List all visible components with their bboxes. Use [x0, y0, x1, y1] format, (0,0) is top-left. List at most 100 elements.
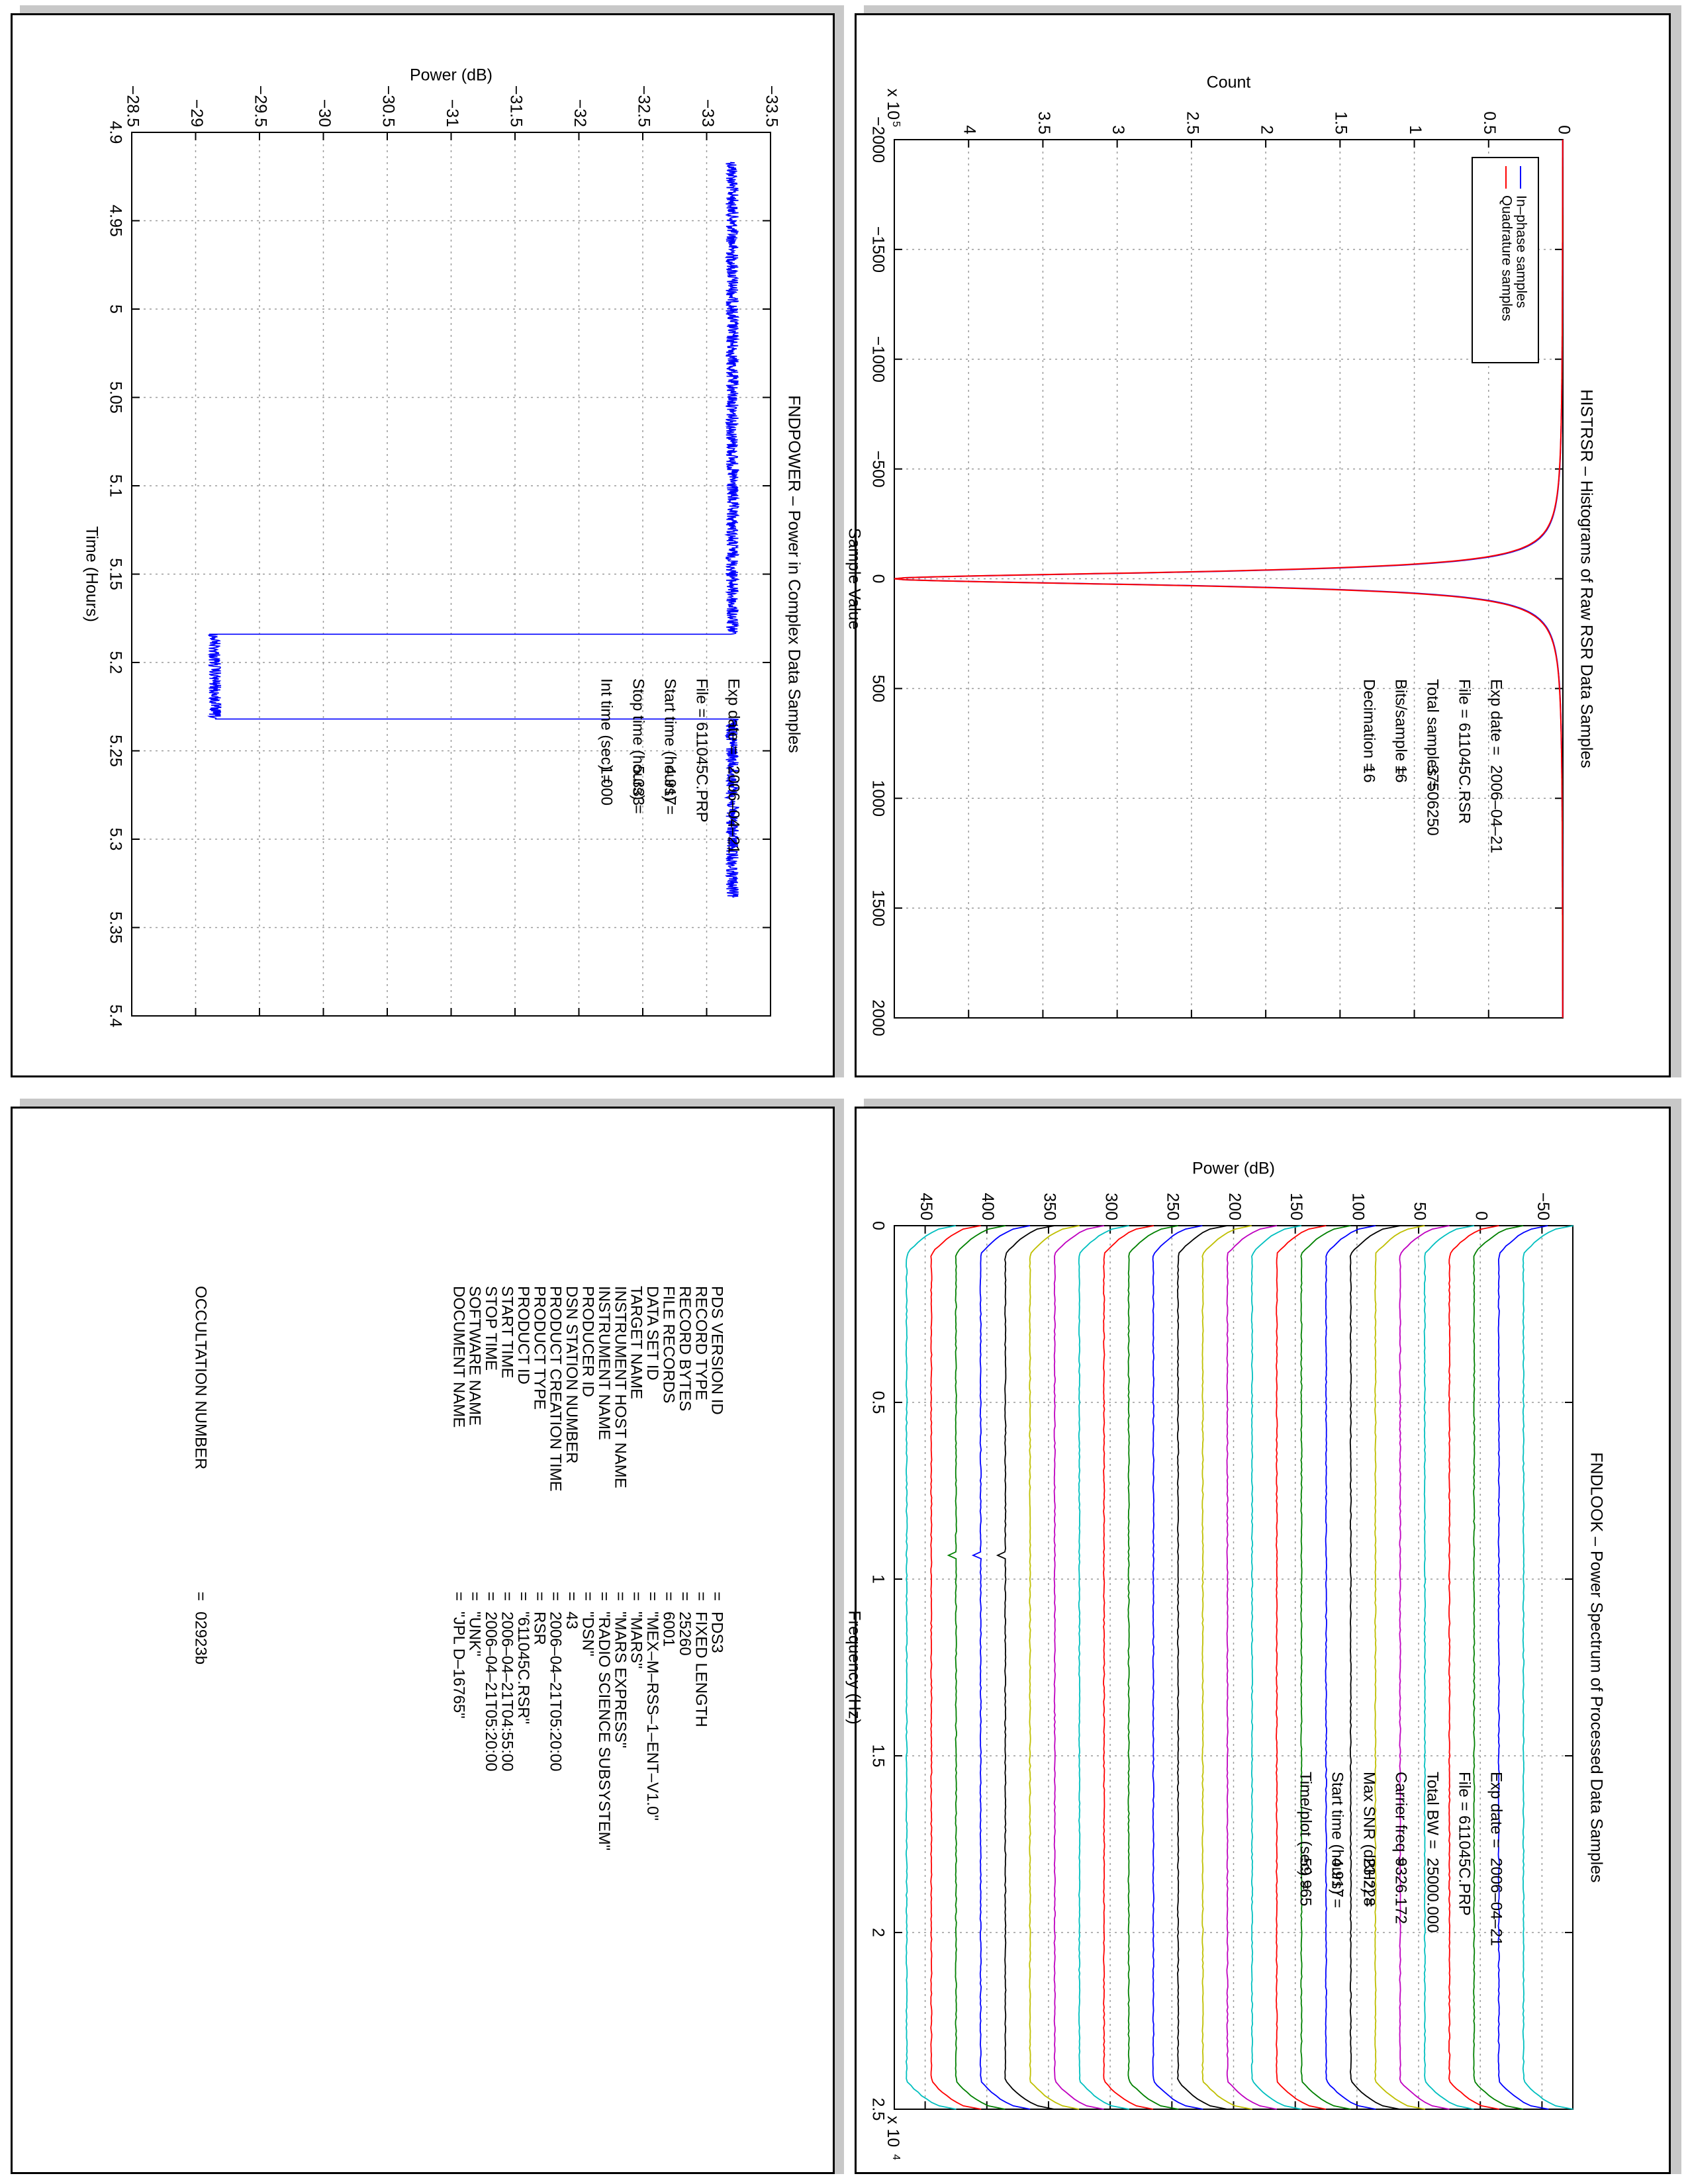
pds-equals: =	[676, 1592, 694, 1601]
y-tick-label: −33	[698, 99, 717, 127]
y-tick-label: 450	[917, 1193, 935, 1220]
histrsr-plot-area: −2000 −1500 −1000 −500 0 500 1000 1500 2000 0 0.5 1…	[868, 111, 1573, 1036]
pds-value: "MARS"	[628, 1612, 645, 1668]
fndlook-plot-area: 0 0.5 1 1.5 2 2.5 −50 0 50 100 150 200 250 300 350 400 4…	[868, 1193, 1573, 2120]
x-tick-label: 4.9	[106, 121, 124, 144]
y-multiplier: x 10	[884, 89, 902, 120]
spectrum-trace	[930, 1225, 982, 2110]
x-multiplier-exponent: 4	[890, 2154, 902, 2160]
spectrum-trace	[1497, 1225, 1549, 2110]
pds-equals: =	[449, 1592, 467, 1601]
x-tick-label: 5.3	[106, 828, 124, 851]
pds-equals: =	[514, 1592, 532, 1601]
occultation-value: 02923b	[192, 1612, 210, 1664]
info-label: File = 611045C.RSR	[1456, 679, 1474, 824]
info-value: 2006–04–21	[725, 766, 743, 854]
pds-equals: =	[530, 1592, 548, 1601]
y-tick-label: −30.5	[379, 85, 397, 127]
y-tick-label: 300	[1102, 1193, 1121, 1220]
pds-equals: =	[628, 1592, 645, 1601]
pds-value: 6001	[659, 1612, 677, 1647]
x-tick-label: 5.05	[106, 381, 124, 414]
spectrum-trace	[1127, 1225, 1179, 2110]
x-tick-label: 5.2	[106, 651, 124, 674]
pds-equals: =	[498, 1592, 516, 1601]
pds-key: INSTRUMENT NAME	[595, 1286, 613, 1440]
info-label: File = 611045C.PRP	[693, 678, 711, 823]
spectrum-trace	[1374, 1225, 1426, 2110]
spectrum-trace	[1250, 1225, 1302, 2110]
pds-value: "JPL D–16765"	[449, 1612, 467, 1719]
x-tick-label: 4.95	[106, 205, 124, 237]
x-tick-label: 5	[106, 304, 124, 314]
x-tick-label: −1000	[868, 336, 887, 383]
y-tick-label: −29.5	[251, 85, 269, 127]
y-tick-label: 0	[1554, 125, 1573, 134]
histrsr-chart: −2000 −1500 −1000 −500 0 500 1000 1500 2000 0 0.5 1…	[845, 73, 1595, 1036]
pds-equals: =	[692, 1592, 710, 1601]
x-tick-label: −2000	[868, 116, 887, 163]
pds-key: PRODUCT CREATION TIME	[547, 1286, 565, 1492]
pds-equals: =	[708, 1592, 726, 1601]
x-tick-label: 0.5	[868, 1391, 887, 1414]
pds-key: PRODUCER ID	[579, 1286, 596, 1397]
pds-key: STOP TIME	[482, 1286, 500, 1371]
spectrum-trace	[1053, 1225, 1104, 2110]
y-tick-label: −28.5	[123, 85, 142, 127]
pds-value: 43	[563, 1612, 581, 1629]
fndlook-panel: 0 0.5 1 1.5 2 2.5 −50 0 50 100 150 200 250 300 350 400 4…	[845, 1107, 1671, 2174]
pds-value: RSR	[530, 1612, 548, 1645]
histrsr-panel: −2000 −1500 −1000 −500 0 500 1000 1500 2000 0 0.5 1…	[845, 13, 1671, 1077]
chart-title: FNDPOWER – Power in Complex Data Samples	[784, 395, 803, 752]
info-label: Int time (sec) =	[598, 678, 616, 784]
occultation-key: OCCULTATION NUMBER	[192, 1286, 210, 1469]
pds-label-panel: PDS VERSION ID = PDS3 RECORD TYPE = FIXED LEN…	[11, 1107, 835, 2174]
spectrum-trace	[1325, 1225, 1376, 2110]
pds-key: DSN STATION NUMBER	[563, 1286, 581, 1463]
y-tick-label: 0	[1472, 1211, 1491, 1220]
spectrum-trace	[1176, 1225, 1228, 2110]
spectrum-trace	[996, 1225, 1055, 2110]
legend-label: In–phase samples	[1513, 195, 1528, 308]
y-tick-label: 350	[1040, 1193, 1058, 1220]
y-tick-label: −31	[443, 99, 461, 127]
y-tick-label: 100	[1348, 1193, 1367, 1220]
x-tick-label: 1	[868, 1574, 887, 1584]
y-tick-label: −33.5	[762, 85, 780, 127]
x-tick-label: 0	[868, 1221, 887, 1230]
y-tick-label: −50	[1534, 1193, 1552, 1220]
legend-label: Quadrature samples	[1499, 195, 1514, 321]
pds-value: "UNK"	[466, 1612, 484, 1657]
power-series-line	[207, 161, 741, 898]
x-tick-label: 5.15	[106, 558, 124, 590]
pds-equals: =	[595, 1592, 613, 1601]
x-tick-label: −1500	[868, 226, 887, 273]
info-value: 16	[1392, 765, 1410, 783]
spectrum-trace	[1522, 1225, 1573, 2110]
spectrum-trace	[1300, 1225, 1351, 2110]
spectrum-trace	[1349, 1225, 1401, 2110]
info-value: 37506250	[1424, 765, 1442, 836]
info-value: 4.917	[661, 766, 679, 805]
info-value: 16	[1360, 765, 1378, 783]
pds-key: PRODUCT TYPE	[530, 1286, 548, 1410]
spectrum-trace	[1276, 1225, 1327, 2110]
pds-label-listing: PDS VERSION ID = PDS3 RECORD TYPE = FIXED LEN…	[192, 1286, 726, 1850]
spectrum-trace	[1448, 1225, 1499, 2110]
info-label: Exp date =	[1487, 679, 1505, 755]
info-label: Bits/sample =	[1392, 679, 1410, 775]
info-label: Decimation =	[1360, 679, 1378, 772]
pds-equals: =	[563, 1592, 581, 1601]
info-value: 25000.000	[1424, 1858, 1442, 1933]
spectrum-trace	[1103, 1225, 1154, 2110]
spectrum-trace	[1473, 1225, 1524, 2110]
x-tick-label: 5.4	[106, 1005, 124, 1028]
info-label: Exp date =	[725, 678, 743, 754]
y-tick-label: −29	[187, 99, 206, 127]
spectrum-trace	[1078, 1225, 1129, 2110]
y-tick-label: 50	[1410, 1202, 1429, 1220]
pds-value: "MARS EXPRESS"	[611, 1612, 629, 1748]
y-tick-label: 150	[1287, 1193, 1305, 1220]
pds-key: START TIME	[498, 1286, 516, 1379]
info-value: 23.228	[1360, 1858, 1378, 1906]
